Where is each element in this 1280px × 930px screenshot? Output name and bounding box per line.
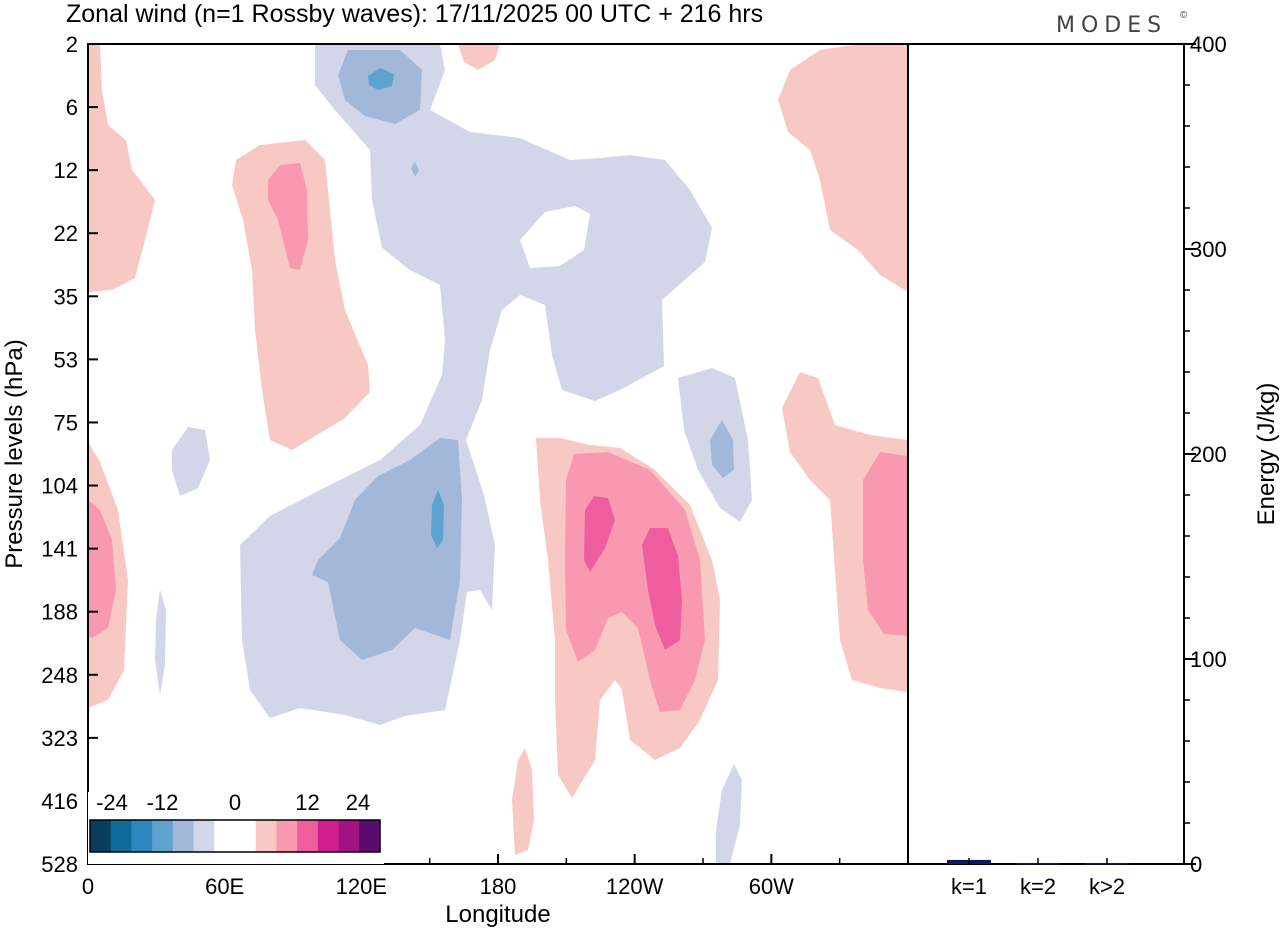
y-tick-label: 104 [41,474,78,499]
colorbar-label: -24 [96,790,128,815]
region-pos-left-core [88,500,116,638]
energy-category-labels: k=1 k=2 k>2 [951,858,1125,899]
colorbar-swatch [297,820,319,852]
x-tick-label: 60W [749,874,794,899]
energy-tick-label: 300 [1190,237,1227,262]
colorbar-label: 12 [295,790,319,815]
energy-category-label: k=2 [1020,874,1056,899]
energy-category-label: k=1 [951,874,987,899]
region-neg-left-small [172,427,210,496]
energy-tick-label: 200 [1190,442,1227,467]
y-tick-label: 323 [41,726,78,751]
region-pos-central-core-b [642,528,682,650]
x-tick-label: 180 [480,874,517,899]
energy-axis-ticks: 0 100 200 300 400 [1184,32,1227,877]
contour-field [88,44,908,864]
region-neg-right-core [710,420,734,478]
region-pos-upper-core [268,163,308,270]
energy-axis-label: Energy (J/kg) [1253,383,1280,526]
colorbar-swatch [131,820,153,852]
colorbar-swatch [152,820,174,852]
y-tick-label: 35 [54,284,78,309]
y-tick-label: 416 [41,789,78,814]
colorbar-swatch [214,820,236,852]
colorbar-swatch [110,820,132,852]
copyright-mark: © [1180,10,1188,21]
x-axis-label: Longitude [445,901,550,928]
svg-text:MODES: MODES [1056,13,1167,38]
y-tick-label: 528 [41,852,78,877]
region-neg-hole [520,206,590,268]
colorbar-swatch [338,820,360,852]
y-tick-label: 188 [41,600,78,625]
x-tick-label: 0 [82,874,94,899]
energy-frame [907,43,1185,865]
colorbar-swatch [317,820,339,852]
y-tick-label: 75 [54,410,78,435]
region-neg-small-dot [411,162,419,177]
region-neg-mid [312,438,462,660]
colorbar-label: 0 [229,790,241,815]
y-tick-label: 6 [66,95,78,120]
modes-logo: MODES © [1056,10,1188,38]
colorbar-swatch [255,820,277,852]
y-tick-label: 53 [54,347,78,372]
colorbar-label: 24 [346,790,370,815]
y-tick-label: 22 [54,221,78,246]
energy-tick-label: 0 [1190,852,1202,877]
y-tick-label: 248 [41,663,78,688]
y-tick-label: 141 [41,537,78,562]
colorbar-swatch [276,820,298,852]
region-pos-top-right [778,44,908,292]
colorbar-swatch [359,820,381,852]
region-pos-bottom-thin [512,748,534,855]
region-neg-mid-core [431,490,444,548]
colorbar-swatch [235,820,257,852]
region-pos-upper-column [232,140,370,450]
energy-tick-label: 400 [1190,32,1227,57]
energy-tick-label: 100 [1190,647,1227,672]
colorbar-border [89,819,381,853]
colorbar: -24 -12 0 12 24 [88,790,384,864]
x-tick-label: 60E [205,874,244,899]
y-tick-label: 12 [54,158,78,183]
region-neg-bottom-blob [716,764,742,864]
energy-category-label: k>2 [1089,874,1125,899]
region-pos-top-small [458,44,500,70]
y-tick-label: 2 [66,32,78,57]
colorbar-label: -12 [147,790,179,815]
x-tick-label: 120W [606,874,664,899]
region-neg-top-core [368,68,394,90]
x-tick-label: 120E [336,874,387,899]
region-pos-central-core-a [584,496,615,572]
y-axis-ticks: 2 6 12 22 35 53 75 104 141 188 248 323 416 528 [41,32,98,877]
region-pos-right-core [863,452,908,636]
colorbar-swatch [172,820,194,852]
colorbar-swatch [193,820,215,852]
chart-title: Zonal wind (n=1 Rossby waves): 17/11/202… [66,0,763,28]
y-axis-label: Pressure levels (hPa) [1,339,28,568]
region-pos-left-upper [88,44,155,292]
x-axis-ticks: 0 60E 120E 180 120W 60W [82,854,841,899]
region-neg-left-thin [155,590,166,695]
colorbar-swatch [90,820,112,852]
